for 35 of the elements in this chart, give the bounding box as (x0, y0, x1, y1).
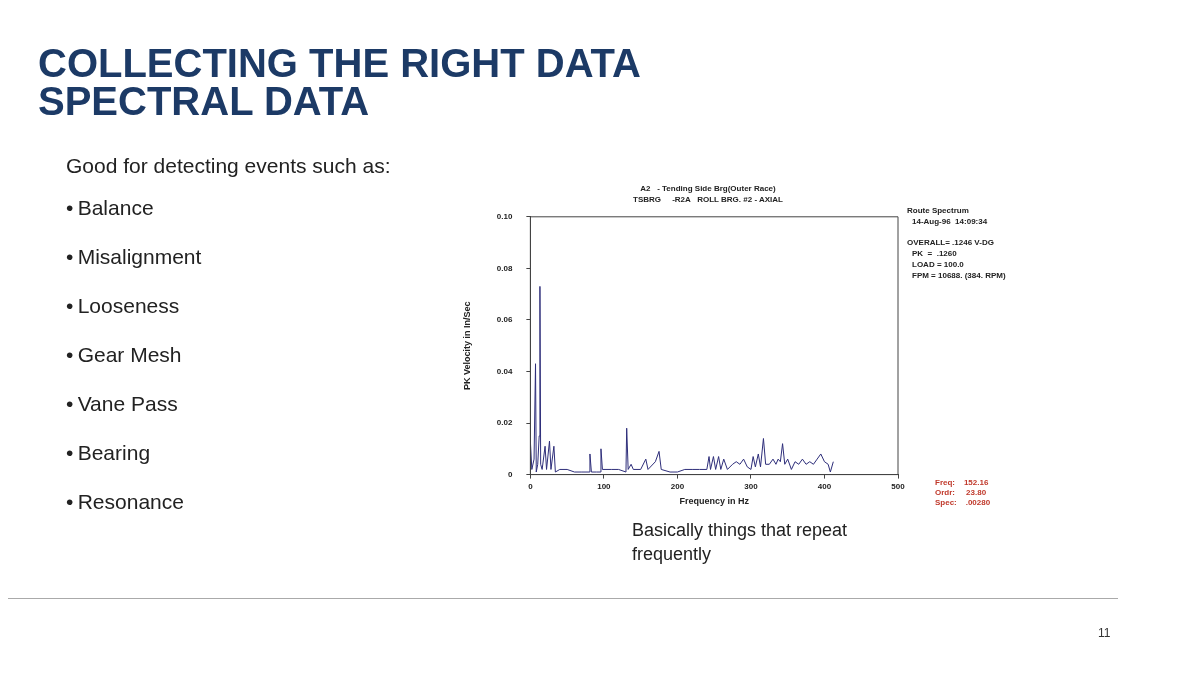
text: A2 - Tending Side Brg(Outer Race) (640, 184, 776, 193)
text: • Gear Mesh (66, 343, 182, 366)
text: Spec: .00280 (935, 498, 991, 507)
x-tick-label: 400 (817, 481, 832, 491)
x-tick-label: 200 (670, 481, 685, 491)
text: Ordr: 23.80 (935, 488, 987, 497)
y-axis-title: PK Velocity in In/Sec (461, 301, 472, 390)
text: • Vane Pass (66, 392, 178, 415)
text: Basically things that repeat frequently (632, 520, 848, 564)
y-tick-label: 0.04 (496, 366, 513, 376)
y-tick-label: 0.08 (496, 263, 513, 273)
text: • Misalignment (66, 245, 202, 268)
text: OVERALL= .1246 V-DG (907, 238, 994, 247)
y-tick-label: 0.02 (496, 418, 513, 428)
text: • Looseness (66, 294, 180, 317)
x-tick-label: 300 (744, 481, 759, 491)
x-axis-title: Frequency in Hz (679, 496, 750, 507)
x-tick-label: 100 (597, 481, 612, 491)
y-tick-label: 0 (507, 469, 513, 479)
text: TSBRG -R2A ROLL BRG. #2 - AXIAL (633, 195, 783, 204)
text: FPM = 10688. (384. RPM) (912, 271, 1006, 280)
text: 11 (1098, 626, 1111, 640)
y-tick-label: 0.06 (496, 315, 513, 325)
text: • Balance (66, 196, 154, 219)
text: 14-Aug-96 14:09:34 (912, 217, 988, 226)
x-tick-label: 500 (891, 481, 906, 491)
text: • Bearing (66, 441, 151, 464)
text: PK = .1260 (912, 249, 957, 258)
x-tick-label: 0 (528, 481, 534, 491)
text: • Resonance (66, 490, 184, 513)
text: Freq: 152.16 (935, 478, 989, 487)
text: Good for detecting events such as: (66, 154, 391, 177)
y-tick-label: 0.10 (496, 212, 513, 221)
text: Route Spectrum (907, 206, 969, 215)
text: LOAD = 100.0 (912, 260, 964, 269)
